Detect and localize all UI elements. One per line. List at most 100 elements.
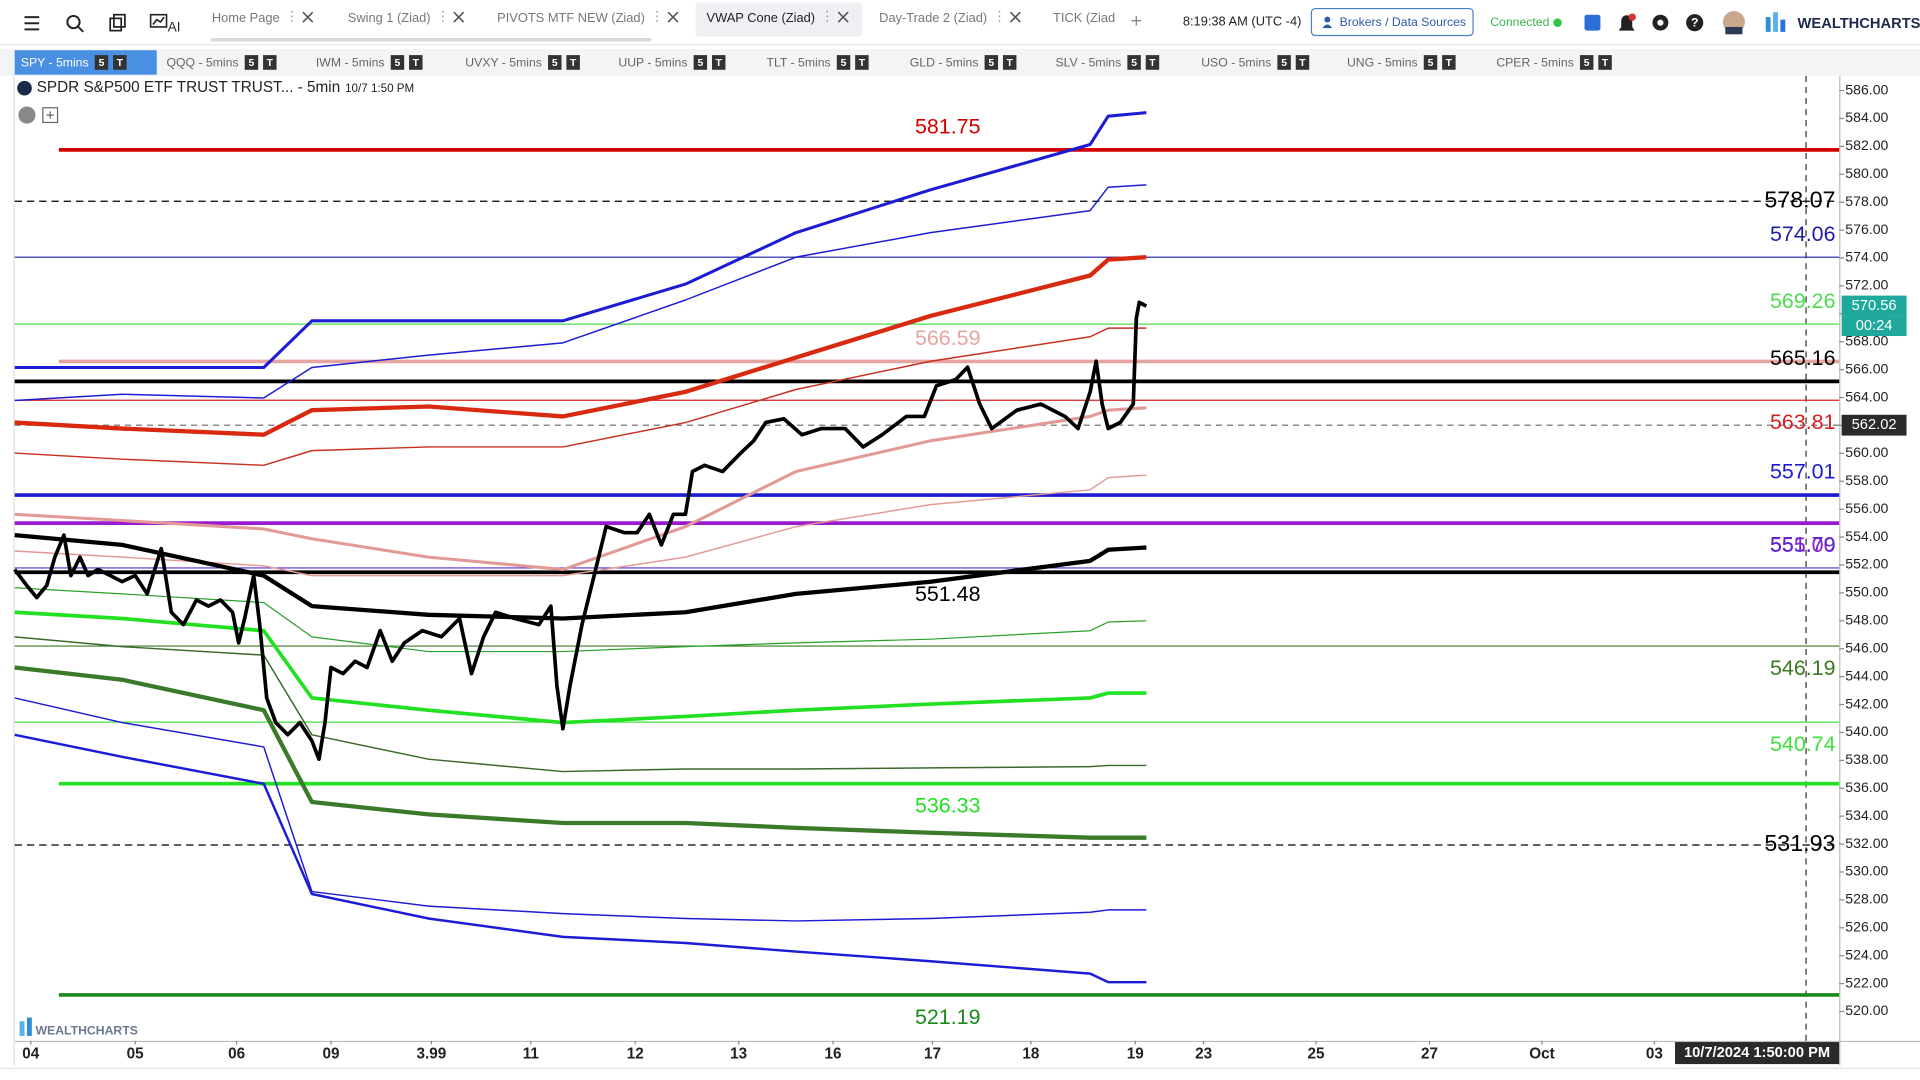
symbol-badge-label: T [1299,58,1306,69]
tab-menu-dots[interactable]: ⋮ [993,9,1006,24]
symbol-tab[interactable]: GLD - 5mins [910,55,979,69]
tab-close[interactable] [837,11,849,23]
symbol-badge-label: T [716,58,723,69]
symbol-tab[interactable]: SPY - 5mins [21,55,89,69]
level-label: 536.33 [915,794,980,818]
x-tick-label: 19 [1127,1045,1144,1062]
symbol-tab[interactable]: UNG - 5mins [1347,55,1418,69]
symbol-badge [1295,55,1310,70]
symbol-tab[interactable]: UUP - 5mins [618,55,687,69]
plot-area [14,75,1840,1041]
x-tick-label: 11 [523,1045,540,1062]
save-icon[interactable] [1584,14,1601,31]
alerts-badge [1628,13,1636,21]
series-line [14,406,1147,572]
symbol-tab[interactable]: SLV - 5mins [1056,55,1122,69]
brand-logo [1765,12,1786,32]
chart-title: SPDR S&P500 ETF TRUST TRUST... - 5min [37,79,340,96]
tab-menu-dots[interactable]: ⋮ [436,9,449,24]
crosshair-y-box [1841,414,1907,436]
tab-close[interactable] [667,11,679,23]
symbol-tab[interactable]: USO - 5mins [1201,55,1271,69]
symbol-tab[interactable]: TLT - 5mins [767,55,831,69]
y-tick-label: 578.00 [1845,193,1888,209]
symbol-badge-label: 5 [1584,58,1590,69]
workspace-tab[interactable]: Home Page [212,10,280,25]
search-icon[interactable] [66,14,84,33]
symbol-badge [390,55,405,70]
crosshair-x-label: 10/7/2024 1:50:00 PM [1684,1045,1830,1061]
brokers-label: Brokers / Data Sources [1340,15,1466,29]
indicator-toggle[interactable] [18,106,36,124]
y-tick-label: 552.00 [1845,556,1888,572]
chart: 520.00 522.00 524.00 526.00 528.00 530.00 532.… [13,75,1920,1066]
workspace-tab[interactable]: TICK (Ziad [1053,10,1115,25]
menu-icon[interactable] [24,16,40,31]
ai-icon[interactable] [149,13,168,28]
symbol-badge-label: T [1007,58,1014,69]
layouts-icon[interactable] [109,13,126,32]
level-label: 574.06 [1770,222,1835,246]
crosshair-x-box [1675,1042,1840,1065]
tab-close[interactable] [302,11,314,23]
workspace-tab[interactable]: Day-Trade 2 (Ziad) [879,10,987,25]
y-tick-label: 520.00 [1845,1002,1888,1018]
series-line [13,300,1148,762]
series-line [14,733,1147,984]
active-symbol-bg [14,50,157,75]
x-tick-label: 23 [1195,1045,1212,1062]
y-tick-label: 526.00 [1845,919,1888,935]
tab-menu-dots[interactable]: ⋮ [650,9,663,24]
add-tab[interactable]: + [1131,10,1142,32]
series-line [14,665,1147,840]
symbol-badge [94,55,109,70]
settings-icon-hole [1657,19,1664,26]
symbol-badge [984,55,999,70]
help-icon[interactable] [1686,14,1704,32]
level-label: 566.59 [915,326,980,350]
timezone: (UTC -4) [1251,13,1301,28]
y-tick-label: 564.00 [1845,388,1888,404]
watermark: WEALTHCHARTS [36,1023,138,1037]
tab-close[interactable] [453,11,465,23]
y-tick-label: 576.00 [1845,221,1888,237]
x-tick-label: 17 [924,1045,941,1062]
crosshair-y-label: 562.02 [1852,417,1897,433]
indicator-add-plus [46,111,54,119]
symbol-badge-label: 5 [1131,58,1137,69]
brokers-button[interactable] [1310,7,1474,37]
tab-close[interactable] [1009,11,1021,23]
x-tick-label: 05 [127,1045,145,1062]
y-tick-label: 574.00 [1845,249,1888,265]
y-tick-label: 580.00 [1845,165,1888,181]
symbol-tab[interactable]: QQQ - 5mins [167,55,239,69]
x-tick-label: 27 [1421,1045,1438,1062]
symbol-badge [855,55,869,70]
tab-menu-dots[interactable]: ⋮ [821,9,834,24]
workspace-tab[interactable]: VWAP Cone (Ziad) [707,10,816,25]
series-line [14,474,1147,577]
x-tick-label: Oct [1529,1045,1554,1062]
workspace-tab[interactable]: Swing 1 (Ziad) [348,10,431,25]
y-tick-label: 558.00 [1845,472,1888,488]
series-line [14,327,1147,467]
symbol-badge [1145,55,1160,70]
y-tick-label: 556.00 [1845,500,1888,516]
symbol-tab[interactable]: IWM - 5mins [316,55,385,69]
countdown-label: 00:24 [1856,318,1893,334]
symbol-badge-label: 5 [249,58,255,69]
x-tick-label: 09 [322,1045,339,1062]
y-tick-label: 582.00 [1845,137,1888,153]
series-line [14,697,1147,922]
workspace-tab[interactable]: PIVOTS MTF NEW (Ziad) [497,10,645,25]
tab-menu-dots[interactable]: ⋮ [285,9,298,24]
watermark-logo-bar [26,1017,32,1036]
y-tick-label: 554.00 [1845,528,1888,544]
x-tick-label: 12 [627,1045,644,1062]
symbol-tab[interactable]: UVXY - 5mins [465,55,542,69]
symbol-tab[interactable]: CPER - 5mins [1496,55,1574,69]
symbol-badge-label: T [859,58,866,69]
avatar-shirt [1725,26,1743,35]
